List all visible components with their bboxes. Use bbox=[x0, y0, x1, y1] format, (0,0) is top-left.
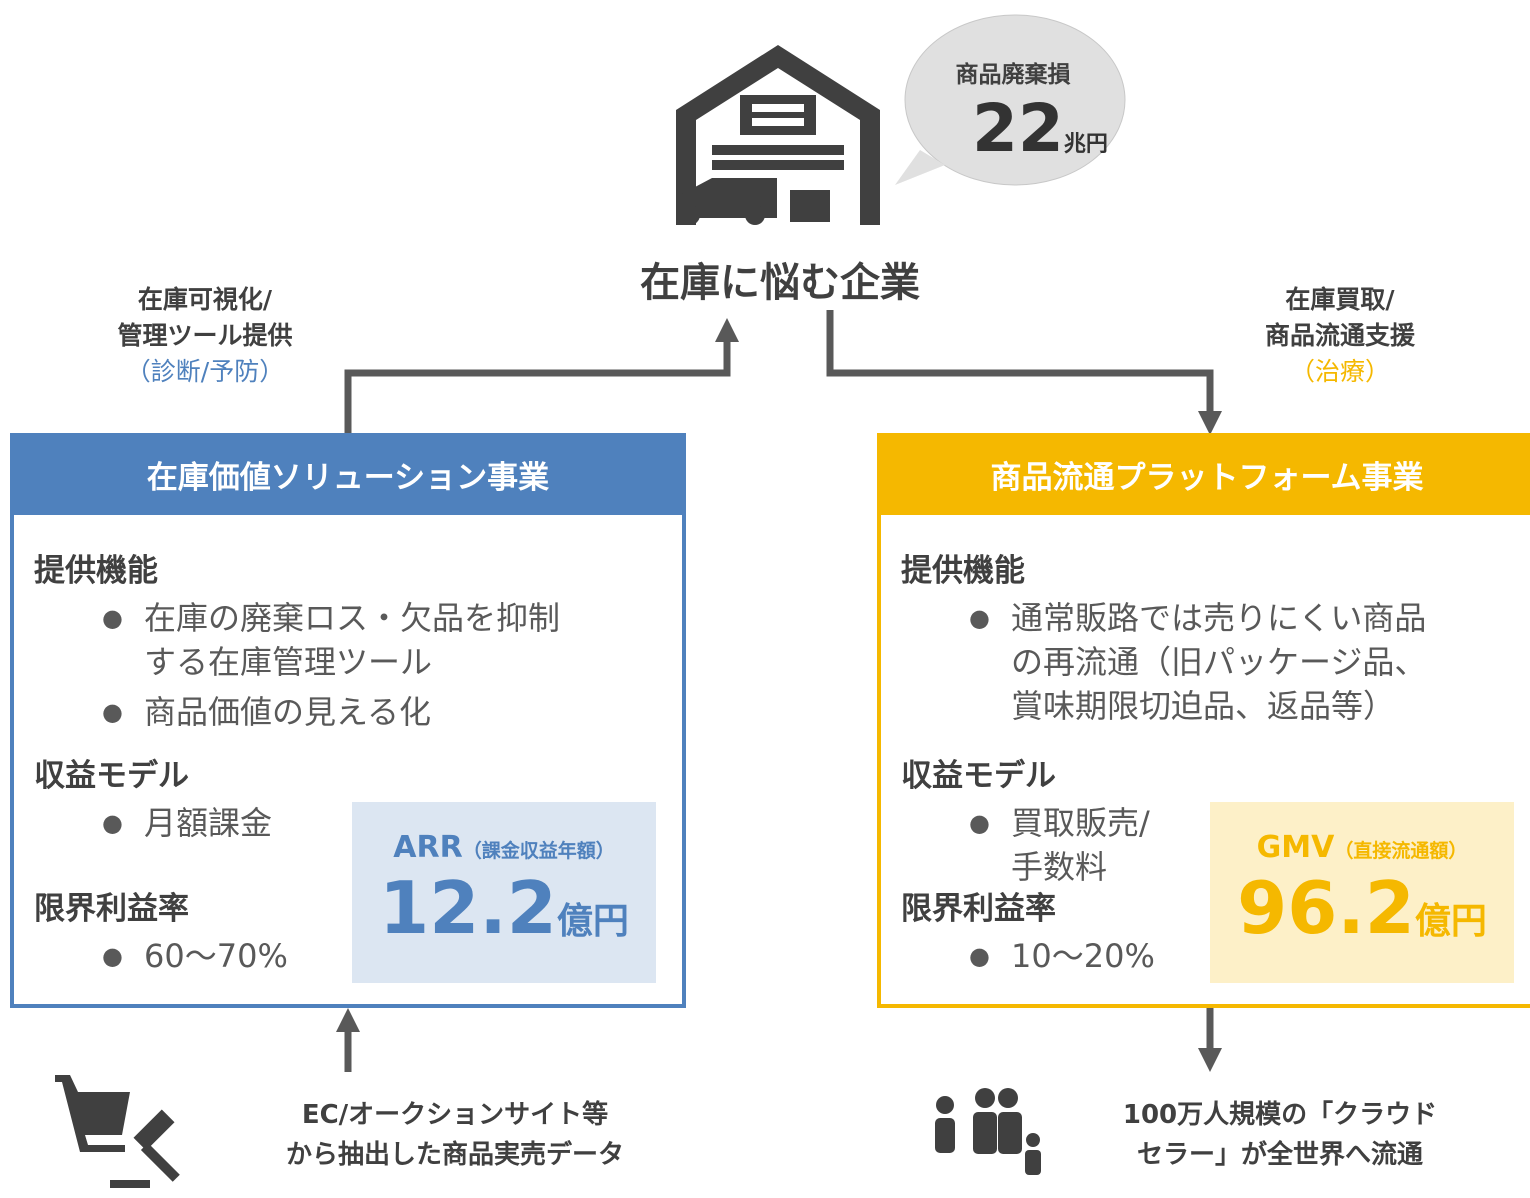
flow-line: 商品流通支援 bbox=[1264, 321, 1415, 350]
metric-name: GMV（直接流通額） bbox=[1210, 830, 1514, 865]
metric-number: 12.2 bbox=[379, 866, 557, 950]
metric-value: 96.2億円 bbox=[1210, 865, 1514, 965]
bullet-item: 買取販売/手数料 bbox=[901, 801, 1150, 889]
connectors bbox=[344, 310, 1214, 1072]
item-line: する在庫管理ツール bbox=[144, 643, 433, 681]
metric-note: （直接流通額） bbox=[1334, 840, 1468, 862]
right-box-title: 商品流通プラットフォーム事業 bbox=[877, 433, 1530, 515]
item-line: 10〜20% bbox=[1011, 937, 1155, 975]
section-heading: 収益モデル bbox=[901, 758, 1056, 794]
bullet-item: 月額課金 bbox=[34, 801, 272, 845]
left-source: EC/オークションサイト等 から抽出した商品実売データ bbox=[220, 1095, 690, 1175]
item-line: 買取販売/ bbox=[1011, 804, 1150, 842]
metric-unit: 億円 bbox=[556, 901, 629, 942]
people-icon bbox=[935, 1088, 1041, 1175]
bubble-number: 22 bbox=[972, 90, 1064, 167]
bubble-tail bbox=[895, 150, 945, 185]
bullet-item: 10〜20% bbox=[901, 934, 1155, 978]
arrowheads bbox=[336, 318, 1222, 1072]
metric-note: （課金収益年額） bbox=[462, 840, 615, 862]
left-metric: ARR（課金収益年額） 12.2億円 bbox=[352, 802, 656, 983]
item-line: 通常販路では売りにくい商品 bbox=[1011, 599, 1427, 637]
item-line: 在庫の廃棄ロス・欠品を抑制 bbox=[144, 599, 561, 637]
source-line: セラー」が全世界へ流通 bbox=[1136, 1140, 1423, 1170]
left-flow-label: 在庫可視化/ 管理ツール提供 （診断/予防） bbox=[60, 282, 350, 390]
left-box-title: 在庫価値ソリューション事業 bbox=[10, 433, 686, 515]
metric-label: ARR bbox=[393, 830, 463, 865]
flow-line: 管理ツール提供 bbox=[117, 321, 293, 350]
item-line: の再流通（旧パッケージ品、 bbox=[1011, 643, 1427, 681]
section-heading: 収益モデル bbox=[34, 758, 189, 794]
bullet-item: 商品価値の見える化 bbox=[34, 690, 560, 734]
section-heading: 限界利益率 bbox=[34, 891, 189, 927]
metric-value: 12.2億円 bbox=[352, 865, 656, 965]
flow-line: 在庫買取/ bbox=[1285, 285, 1395, 314]
source-line: から抽出した商品実売データ bbox=[285, 1140, 624, 1170]
item-line: 60〜70% bbox=[144, 937, 288, 975]
flow-line: 在庫可視化/ bbox=[137, 285, 273, 314]
section-heading: 提供機能 bbox=[901, 553, 1025, 589]
flow-note: （治療） bbox=[1289, 357, 1390, 386]
speech-bubble bbox=[904, 14, 1126, 186]
metric-number: 96.2 bbox=[1237, 866, 1415, 950]
metric-name: ARR（課金収益年額） bbox=[352, 830, 656, 865]
item-line: 月額課金 bbox=[144, 804, 273, 842]
bubble-title: 商品廃棄損 bbox=[955, 62, 1071, 88]
section: 限界利益率 10〜20% bbox=[901, 883, 1155, 978]
section: 提供機能通常販路では売りにくい商品の再流通（旧パッケージ品、賞味期限切迫品、返品… bbox=[901, 545, 1426, 728]
section: 提供機能在庫の廃棄ロス・欠品を抑制する在庫管理ツール商品価値の見える化 bbox=[34, 545, 560, 734]
bubble-value: 22兆円 bbox=[972, 90, 1108, 167]
left-box: 在庫価値ソリューション事業 提供機能在庫の廃棄ロス・欠品を抑制する在庫管理ツール… bbox=[10, 433, 686, 1008]
cart-gavel-icon bbox=[55, 1075, 180, 1188]
bubble-unit: 兆円 bbox=[1063, 132, 1108, 157]
section: 収益モデル買取販売/手数料 bbox=[901, 750, 1150, 889]
section: 限界利益率 60〜70% bbox=[34, 883, 288, 978]
right-flow-label: 在庫買取/ 商品流通支援 （治療） bbox=[1195, 282, 1485, 390]
section-heading: 限界利益率 bbox=[901, 891, 1056, 927]
warehouse-icon bbox=[676, 45, 880, 225]
right-box: 商品流通プラットフォーム事業 提供機能通常販路では売りにくい商品の再流通（旧パッ… bbox=[877, 433, 1530, 1008]
source-line: 100万人規模の「クラウド bbox=[1122, 1100, 1438, 1130]
right-source: 100万人規模の「クラウド セラー」が全世界へ流通 bbox=[1060, 1095, 1500, 1175]
source-line: EC/オークションサイト等 bbox=[301, 1100, 609, 1130]
item-line: 手数料 bbox=[1011, 848, 1108, 886]
right-metric: GMV（直接流通額） 96.2億円 bbox=[1210, 802, 1514, 983]
flow-note: （診断/予防） bbox=[125, 357, 285, 386]
bullet-item: 60〜70% bbox=[34, 934, 288, 978]
item-line: 商品価値の見える化 bbox=[144, 693, 432, 731]
section: 収益モデル月額課金 bbox=[34, 750, 272, 845]
metric-unit: 億円 bbox=[1414, 901, 1487, 942]
section-heading: 提供機能 bbox=[34, 553, 158, 589]
center-label: 在庫に悩む企業 bbox=[640, 260, 920, 306]
item-line: 賞味期限切迫品、返品等） bbox=[1011, 687, 1396, 725]
metric-label: GMV bbox=[1256, 830, 1335, 865]
